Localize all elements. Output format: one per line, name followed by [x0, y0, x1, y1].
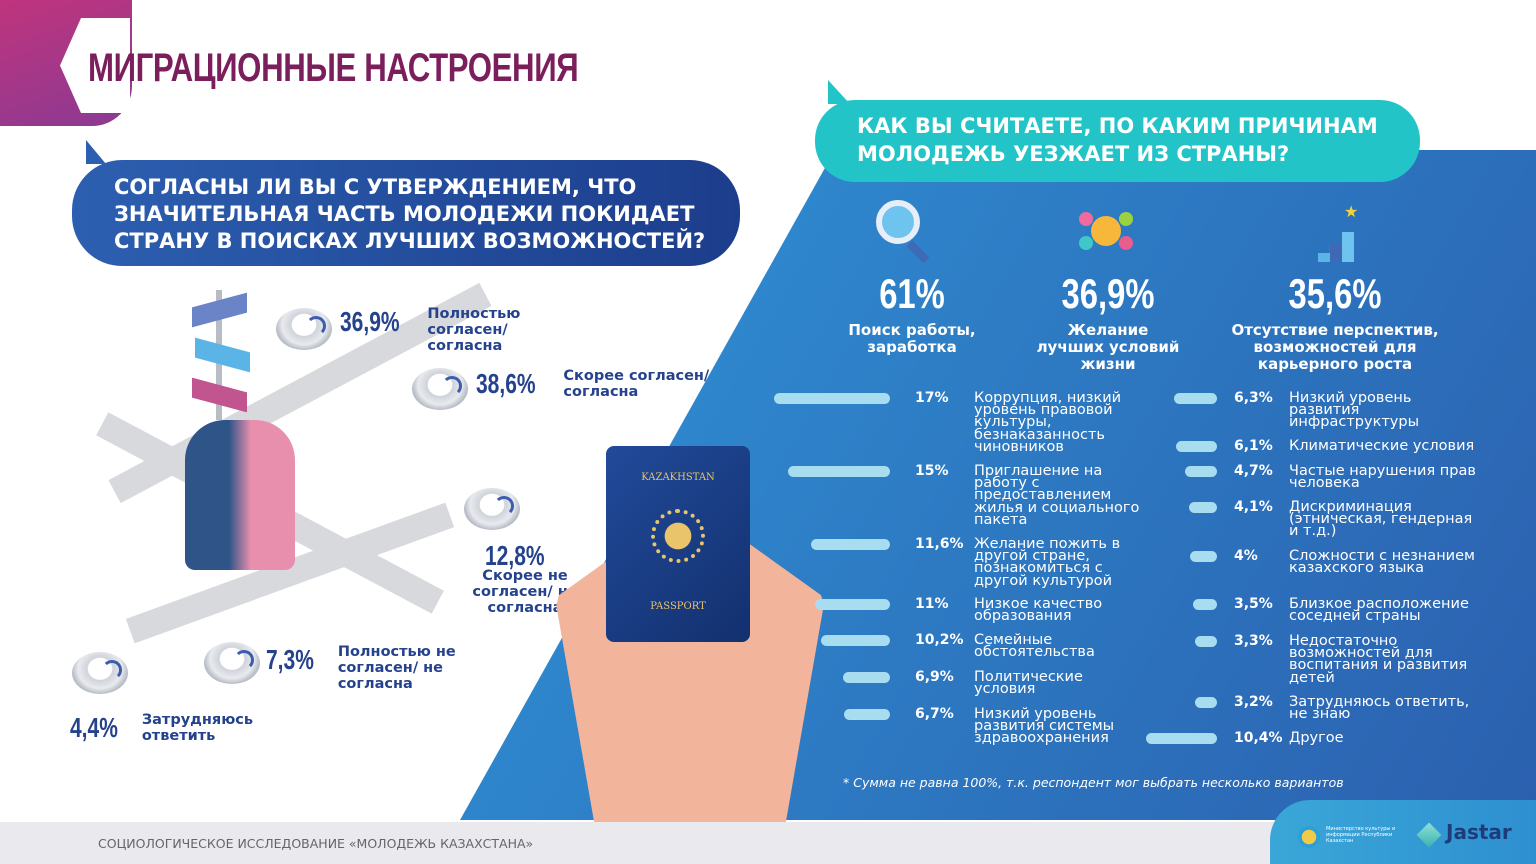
reason-bar: [1146, 733, 1217, 744]
reason-label: Низкий уровень развития инфраструктуры: [1289, 390, 1420, 431]
option-percent: 36,9%: [340, 306, 400, 337]
job-search-icon: [876, 200, 936, 264]
reason-label: Семейные обстоятельства: [974, 632, 1095, 661]
top-reason-stat: 61% Поиск работы, заработка: [792, 270, 1032, 356]
reason-label: Низкий уровень развития системы здравоох…: [974, 706, 1115, 747]
reason-percent: 4,1%: [1234, 499, 1273, 515]
donut-icon: [72, 652, 128, 694]
reason-label: Близкое расположение соседней страны: [1289, 596, 1469, 625]
reason-percent: 3,2%: [1234, 694, 1273, 710]
reason-percent: 3,3%: [1234, 633, 1273, 649]
reason-label: Политические условия: [974, 669, 1083, 698]
reason-bar: [1185, 466, 1217, 477]
reason-label: Приглашение на работу с предоставлением …: [974, 463, 1140, 528]
option-percent: 4,4%: [70, 712, 118, 743]
reason-percent: 6,1%: [1234, 438, 1273, 454]
passport: KAZAKHSTAN PASSPORT: [606, 446, 750, 642]
footer-text: СОЦИОЛОГИЧЕСКОЕ ИССЛЕДОВАНИЕ «МОЛОДЕЖЬ К…: [98, 836, 534, 851]
reason-bar: [1175, 441, 1217, 452]
agreement-option: 7,3% Полностью не согласен/ не согласна: [266, 644, 488, 692]
question1-bubble: СОГЛАСНЫ ЛИ ВЫ С УТВЕРЖДЕНИЕМ, ЧТО ЗНАЧИ…: [72, 160, 740, 266]
option-label: Полностью согласен/согласна: [427, 306, 521, 354]
ministry-name: Министерство культуры и информации Респу…: [1326, 826, 1396, 844]
sign-arrow-icon: [195, 337, 250, 373]
reason-bar: [1189, 551, 1217, 562]
reason-bar: [844, 709, 890, 720]
option-label: Затрудняюсь ответить: [141, 712, 254, 744]
reason-label: Коррупция, низкий уровень правовой культ…: [974, 390, 1122, 455]
option-label: Скорее не согласен/ не согласна: [472, 568, 578, 616]
stat-percent: 61%: [879, 270, 945, 317]
sun-emblem-icon: [651, 509, 705, 563]
donut-icon: [204, 642, 260, 684]
question2-bubble: КАК ВЫ СЧИТАЕТЕ, ПО КАКИМ ПРИЧИНАМ МОЛОД…: [815, 100, 1420, 182]
reason-percent: 10,4%: [1234, 730, 1283, 746]
passport-label: PASSPORT: [650, 601, 706, 612]
reason-label: Желание пожить в другой стране, познаком…: [974, 536, 1121, 589]
living-conditions-icon: [1076, 204, 1136, 264]
reason-label: Низкое качество образования: [974, 596, 1103, 625]
reason-label: Затрудняюсь ответить, не знаю: [1289, 694, 1470, 723]
reason-percent: 6,7%: [915, 706, 954, 722]
donut-icon: [464, 488, 520, 530]
passport-country: KAZAKHSTAN: [641, 472, 715, 483]
stat-label: Желание лучших условий жизни: [1036, 321, 1180, 373]
reason-percent: 17%: [915, 390, 949, 406]
footer-logos: Министерство культуры и информации Респу…: [1270, 800, 1536, 864]
option-percent: 38,6%: [476, 368, 536, 399]
agreement-option: 12,8% Скорее не согласен/ не согласна: [470, 540, 580, 616]
reason-label: Сложности с незнанием казахского языка: [1289, 548, 1475, 577]
reason-bar: [1194, 636, 1217, 647]
stat-percent: 36,9%: [1061, 270, 1155, 317]
option-label: Полностью не согласен/ не согласна: [337, 644, 456, 692]
option-percent: 12,8%: [485, 540, 545, 571]
reason-percent: 3,5%: [1234, 596, 1273, 612]
footnote: * Сумма не равна 100%, т.к. респондент м…: [843, 775, 1344, 790]
reason-bar: [1174, 393, 1217, 404]
donut-icon: [412, 368, 468, 410]
option-label: Скорее согласен/ согласна: [563, 368, 710, 400]
stat-label: Поиск работы, заработка: [848, 321, 976, 356]
reason-bar: [774, 393, 890, 404]
reason-bar: [1195, 697, 1217, 708]
reason-percent: 4%: [1234, 548, 1258, 564]
kazakhstan-emblem-icon: [1298, 826, 1320, 848]
reason-percent: 6,9%: [915, 669, 954, 685]
bubble-tail: [86, 140, 106, 164]
reason-label: Другое: [1289, 730, 1344, 746]
reason-bar: [820, 635, 890, 646]
reason-bar: [811, 539, 890, 550]
family-illustration: [185, 420, 295, 570]
reason-label: Недостаточно возможностей для воспитания…: [1289, 633, 1468, 686]
stat-percent: 35,6%: [1288, 270, 1382, 317]
reason-percent: 6,3%: [1234, 390, 1273, 406]
reason-percent: 4,7%: [1234, 463, 1273, 479]
agreement-option: 38,6% Скорее согласен/ согласна: [476, 368, 713, 400]
career-growth-icon: ★: [1300, 202, 1360, 262]
reason-bar: [815, 599, 890, 610]
reason-label: Дискриминация (этническая, гендерная и т…: [1289, 499, 1473, 540]
reason-label: Климатические условия: [1289, 438, 1475, 454]
agreement-option: 4,4% Затрудняюсь ответить: [70, 712, 292, 744]
reason-bar: [788, 466, 890, 477]
reason-bar: [1189, 502, 1217, 513]
option-percent: 7,3%: [266, 644, 314, 675]
stat-label: Отсутствие перспектив, возможностей для …: [1231, 321, 1439, 373]
reason-percent: 10,2%: [915, 632, 964, 648]
jastar-logo-icon: [1416, 822, 1442, 848]
top-reason-stat: 35,6% Отсутствие перспектив, возможностей…: [1215, 270, 1455, 373]
bubble-tail: [828, 80, 850, 104]
reason-percent: 11%: [915, 596, 949, 612]
page-title: МИГРАЦИОННЫЕ НАСТРОЕНИЯ: [88, 46, 579, 90]
jastar-brand: Jastar: [1446, 820, 1512, 844]
agreement-option: 36,9% Полностью согласен/согласна: [340, 306, 577, 354]
donut-icon: [276, 308, 332, 350]
reason-percent: 15%: [915, 463, 949, 479]
top-reason-stat: 36,9% Желание лучших условий жизни: [988, 270, 1228, 373]
reason-bar: [1193, 599, 1217, 610]
reason-percent: 11,6%: [915, 536, 964, 552]
reason-bar: [843, 672, 890, 683]
reason-label: Частые нарушения прав человека: [1289, 463, 1476, 492]
